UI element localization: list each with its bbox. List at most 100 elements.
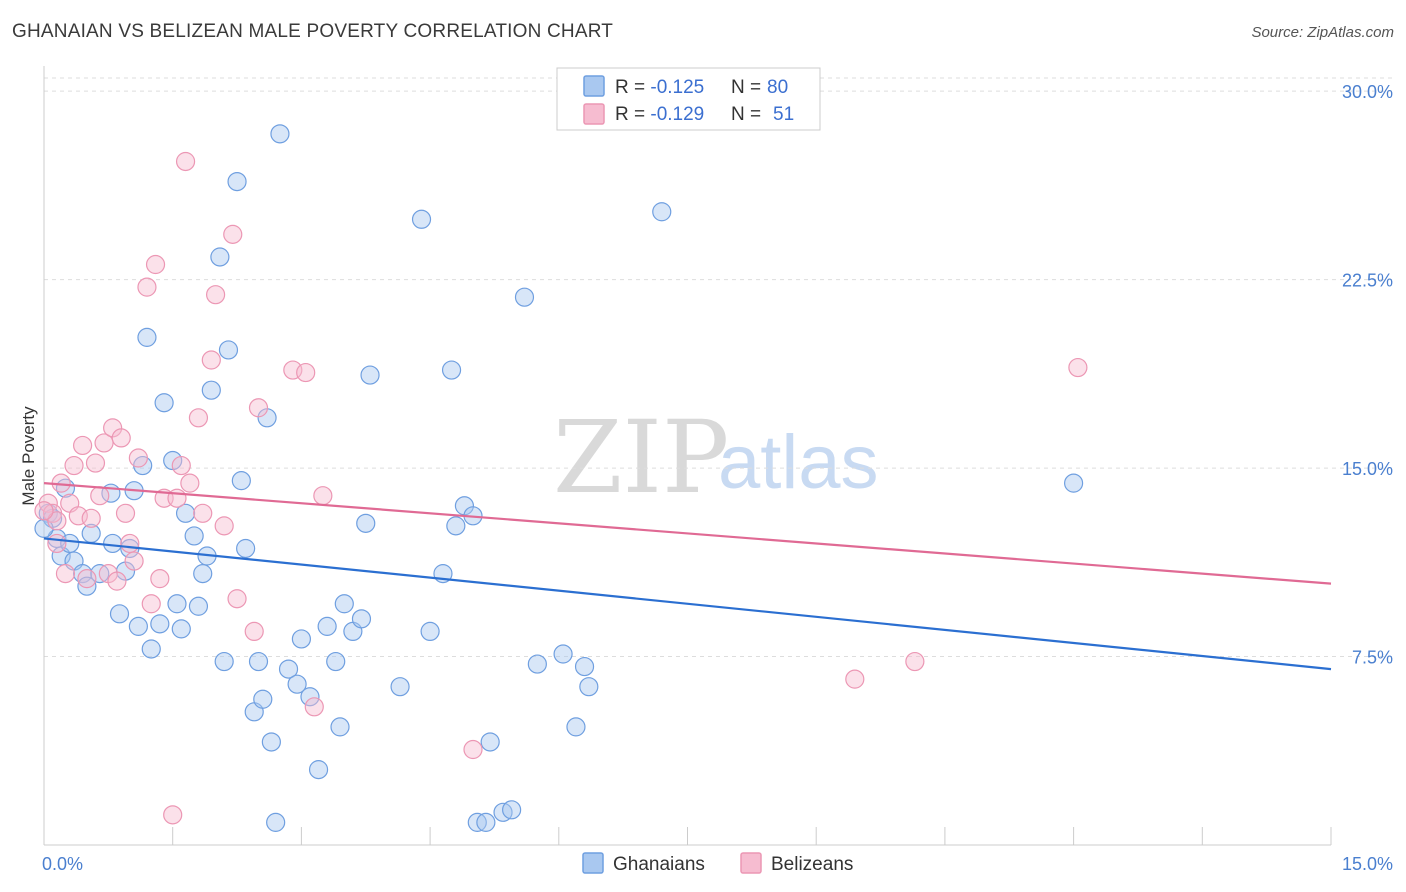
data-point (188, 596, 209, 616)
data-point (652, 202, 672, 222)
legend-r-value: -0.125 (650, 77, 704, 98)
data-point (313, 486, 333, 506)
data-point (77, 576, 97, 596)
data-point (905, 651, 925, 672)
legend-r-label: R = (615, 104, 650, 125)
data-point (137, 277, 157, 297)
bottom-legend-swatch-blue (582, 852, 604, 874)
data-point (47, 533, 67, 554)
grid-lines (44, 77, 1393, 658)
legend-n-label: N = (731, 77, 761, 98)
data-point (201, 380, 221, 400)
data-point (107, 571, 127, 591)
data-point (326, 651, 346, 672)
data-point (527, 654, 547, 674)
data-point (120, 533, 140, 554)
y-tick-label: 22.5% (1342, 271, 1393, 291)
tick-labels: 7.5% 15.0% 22.5% 30.0% 0.0% 15.0% (42, 82, 1393, 874)
data-point (480, 732, 500, 752)
data-point (1063, 473, 1084, 493)
source-label: Source: ZipAtlas.com (1251, 24, 1394, 41)
data-point (231, 471, 251, 491)
data-point (317, 616, 337, 636)
data-point (81, 508, 101, 528)
data-point (566, 717, 586, 737)
legend-swatch-pink (583, 103, 605, 125)
data-point (188, 408, 209, 428)
data-point (351, 609, 372, 629)
y-axis-label: Male Poverty (19, 406, 38, 506)
data-point (90, 486, 110, 506)
legend-box: R = -0.125 N = 80 R = -0.129 N = 51 (556, 67, 821, 131)
data-point (278, 659, 299, 679)
data-point (55, 564, 76, 584)
watermark-atlas: atlas (718, 420, 879, 505)
data-point (193, 503, 213, 523)
svg-text:R = -0.125: R = -0.125 (615, 77, 704, 98)
data-point (270, 124, 290, 144)
legend-n-label: N = (731, 104, 761, 125)
y-tick-label: 7.5% (1352, 648, 1393, 668)
data-point (137, 327, 157, 347)
data-point (167, 488, 187, 508)
data-point (334, 594, 354, 614)
watermark-zip: ZIP (553, 399, 729, 516)
data-point (253, 689, 273, 709)
trend-lines (43, 482, 1332, 671)
data-point (574, 656, 595, 677)
data-point (150, 614, 170, 634)
data-point (420, 621, 440, 642)
data-point (109, 604, 130, 624)
legend-swatch-blue (583, 75, 605, 97)
bottom-legend-ghanaians: Ghanaians (613, 854, 705, 875)
data-point (227, 171, 247, 192)
trend-line-ghanaians (43, 537, 1332, 671)
data-point (390, 677, 410, 697)
data-point (145, 254, 166, 275)
data-point (141, 594, 161, 614)
data-point (308, 760, 329, 780)
bottom-legend: Ghanaians Belizeans (582, 852, 853, 875)
data-point (167, 594, 187, 614)
legend-n-value: 51 (773, 104, 794, 125)
watermark: ZIP atlas (553, 399, 879, 516)
data-point (218, 340, 239, 360)
data-point (553, 644, 573, 664)
data-point (845, 669, 865, 689)
data-point (73, 435, 93, 456)
data-point (227, 589, 247, 609)
data-point (1068, 357, 1088, 378)
data-point (77, 569, 97, 589)
axes (43, 66, 1332, 846)
data-point (514, 287, 535, 307)
chart-title: GHANAIAN VS BELIZEAN MALE POVERTY CORREL… (12, 21, 614, 42)
data-point (163, 805, 183, 825)
data-point (85, 453, 106, 473)
bottom-legend-belizeans: Belizeans (771, 854, 853, 875)
trend-line-belizeans (43, 482, 1332, 585)
data-point (111, 428, 131, 448)
data-point (150, 569, 170, 589)
y-tick-label: 30.0% (1342, 82, 1393, 102)
data-point (356, 513, 376, 533)
legend-r-value: -0.129 (650, 104, 704, 125)
data-point (171, 619, 191, 639)
data-point (300, 687, 320, 707)
data-point (463, 739, 483, 760)
data-point (214, 516, 234, 536)
data-point (214, 651, 234, 672)
data-point (115, 503, 136, 523)
data-point (175, 151, 196, 172)
data-point (296, 362, 316, 383)
x-tick-label: 15.0% (1342, 854, 1393, 874)
data-point (476, 812, 496, 832)
data-point (441, 360, 462, 380)
x-tick-label: 0.0% (42, 854, 83, 874)
data-point (291, 629, 311, 649)
data-point (446, 516, 466, 536)
data-point (304, 697, 324, 717)
bottom-legend-swatch-pink (740, 852, 762, 874)
data-point (175, 503, 196, 523)
data-point (236, 538, 256, 559)
